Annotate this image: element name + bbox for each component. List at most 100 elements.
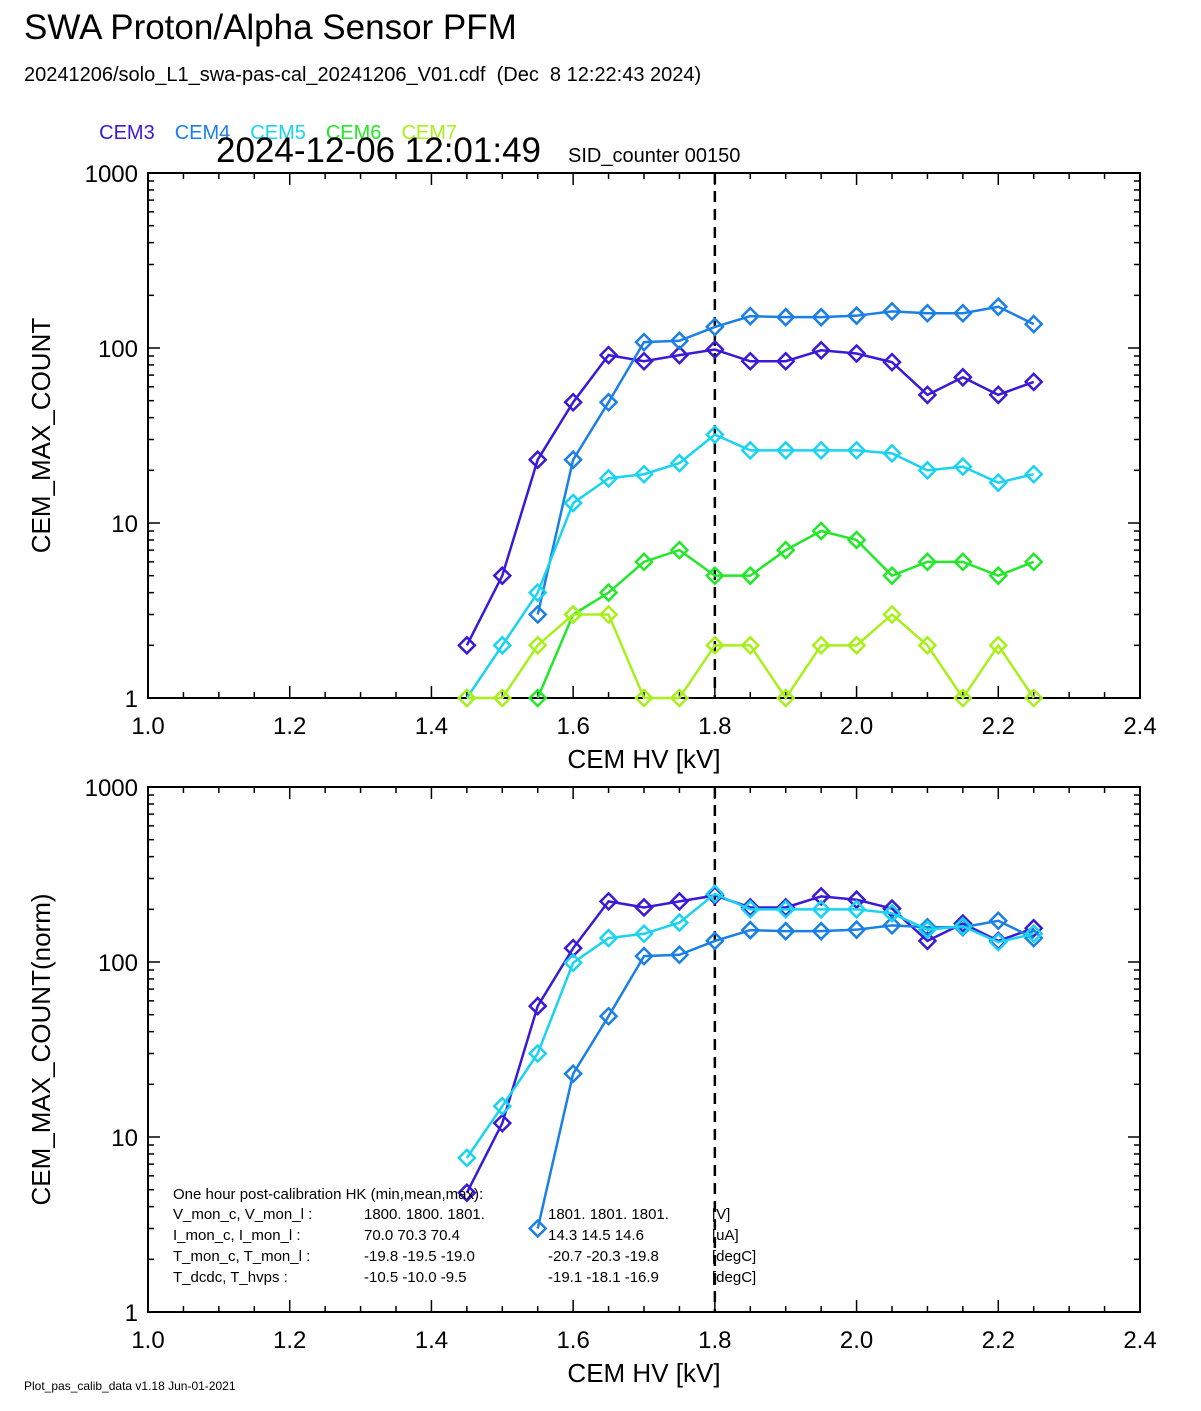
data-point [1023, 372, 1044, 392]
legend-entry-cem6: CEM6 [325, 122, 382, 144]
plot-title: SWA Proton/Alpha Sensor PFM [24, 8, 517, 47]
data-point [705, 931, 725, 951]
data-point [492, 635, 513, 656]
x-tick-label: 1.4 [415, 713, 448, 740]
x-tick-label: 2.2 [982, 1327, 1015, 1354]
data-point [811, 635, 831, 656]
panel-2: 1.0 1.2 1.4 1.6 1.8 2.0 2.2 2.4 1 10 100 1000 CEM HV… [26, 775, 1157, 1388]
annotation-value: 70.0 70.3 70.4 [364, 1227, 460, 1244]
data-point [634, 464, 654, 484]
y-tick-label: 10 [111, 1125, 138, 1152]
data-point [811, 921, 831, 941]
data-point [634, 332, 654, 352]
data-point [598, 1006, 619, 1026]
annotation-unit: [degC] [712, 1269, 756, 1286]
data-point [882, 604, 902, 625]
data-point [634, 351, 654, 372]
y-axis-label: CEM_MAX_COUNT(norm) [26, 893, 56, 1205]
data-point [634, 923, 654, 944]
data-point [527, 582, 548, 603]
data-point [492, 1096, 513, 1116]
data-point [953, 367, 973, 388]
data-point [775, 351, 796, 372]
data-point [882, 565, 902, 586]
data-point [740, 920, 761, 940]
series-cem5 [457, 884, 1044, 1168]
data-point [988, 635, 1009, 656]
x-axis-label: CEM HV [kV] [567, 1358, 720, 1388]
x-axis-label: CEM HV [kV] [567, 744, 720, 774]
series-cem3 [457, 339, 1044, 656]
series-cem7 [457, 604, 1044, 708]
data-point [527, 1218, 548, 1239]
x-tick-label: 1.0 [131, 1327, 164, 1354]
x-tick-label: 1.2 [273, 1327, 306, 1354]
y-tick-label: 1000 [85, 161, 138, 188]
annotation-value: -10.5 -10.0 -9.5 [364, 1269, 467, 1286]
data-point [953, 303, 973, 324]
series-line [466, 612, 1035, 701]
x-tick-label: 2.2 [982, 713, 1015, 740]
data-point [917, 635, 938, 656]
data-point [953, 456, 973, 477]
data-point [953, 688, 973, 708]
data-point [775, 921, 796, 941]
data-point [917, 460, 938, 481]
data-point [457, 1183, 477, 1203]
annotation-label: V_mon_c, V_mon_l : [173, 1206, 312, 1223]
data-point [953, 552, 973, 572]
legend-entry-cem3: CEM3 [99, 122, 155, 144]
annotation-value: 1801. 1801. 1801. [548, 1206, 669, 1223]
data-point [917, 919, 938, 940]
data-point [1023, 918, 1044, 938]
series-line [536, 529, 1035, 699]
data-point [598, 928, 619, 948]
x-tick-label: 1.4 [415, 1327, 448, 1354]
data-point [598, 582, 619, 603]
data-point [882, 443, 902, 464]
series-line [465, 348, 1035, 646]
series-line [465, 894, 1035, 1194]
annotation-value: 1800. 1800. 1801. [364, 1206, 485, 1223]
annotation-value: -20.7 -20.3 -19.8 [548, 1248, 659, 1265]
data-point [917, 303, 938, 324]
data-point [882, 903, 902, 923]
data-point [492, 565, 513, 586]
data-point [740, 897, 761, 918]
series-cem6 [527, 521, 1044, 708]
annotation-value: 14.3 14.5 14.6 [548, 1227, 644, 1244]
data-point [917, 931, 938, 951]
data-point [634, 688, 654, 708]
y-tick-label: 100 [98, 336, 138, 363]
data-point [740, 635, 761, 656]
data-point [811, 886, 831, 907]
data-point [598, 468, 619, 489]
data-point [669, 345, 690, 365]
annotation-value: -19.1 -18.1 -16.9 [548, 1269, 659, 1286]
legend-entry-cem4: CEM4 [174, 122, 231, 144]
data-point [669, 912, 690, 933]
file-subtitle: 20241206/solo_L1_swa-pas-cal_20241206_V0… [24, 64, 702, 86]
data-point [775, 540, 796, 560]
annotation-unit: [uA] [712, 1227, 739, 1244]
data-point [917, 552, 938, 572]
data-point [527, 688, 548, 708]
data-point [669, 453, 690, 473]
y-tick-label: 10 [111, 511, 138, 538]
data-point [775, 688, 796, 708]
x-tick-label: 1.6 [556, 713, 589, 740]
data-point [988, 565, 1009, 586]
data-point [669, 330, 690, 351]
data-point [988, 932, 1009, 952]
data-point [705, 317, 725, 337]
data-point [1023, 923, 1044, 944]
series-line [536, 305, 1035, 615]
series-cem3 [457, 885, 1044, 1203]
data-point [705, 424, 725, 445]
data-point [634, 897, 654, 918]
data-point [669, 688, 690, 708]
data-point [669, 540, 690, 560]
annotation-value: -19.8 -19.5 -19.0 [364, 1248, 475, 1265]
data-point [740, 351, 761, 372]
footer-version: Plot_pas_calib_data v1.18 Jun-01-2021 [24, 1379, 236, 1393]
